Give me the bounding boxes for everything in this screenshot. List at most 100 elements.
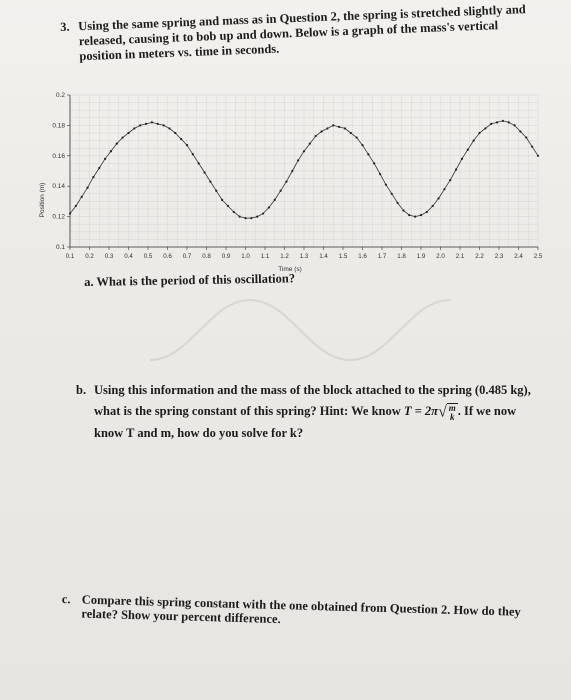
formula-numerator: m [448, 402, 456, 413]
y-tick-label: 0.12 [52, 214, 65, 221]
data-point [326, 127, 329, 130]
data-point [261, 212, 265, 215]
data-point [308, 142, 311, 145]
x-tick-label: 0.5 [144, 253, 153, 260]
part-c-text: Compare this spring constant with the on… [81, 592, 521, 627]
data-point [109, 150, 113, 153]
data-point [244, 217, 247, 220]
x-tick-label: 0.7 [183, 253, 192, 260]
x-tick-label: 0.3 [105, 253, 114, 260]
x-tick-label: 1.1 [261, 253, 270, 260]
data-point [437, 197, 440, 200]
data-point [314, 134, 317, 138]
part-a: a. What is the period of this oscillatio… [84, 271, 295, 290]
data-point [525, 136, 528, 139]
data-point [361, 144, 364, 147]
x-tick-label: 1.4 [319, 253, 328, 260]
part-b-text-before: Using this information and the mass of t… [94, 383, 531, 418]
data-point [343, 127, 347, 130]
data-point [203, 171, 206, 174]
x-tick-label: 1.7 [378, 253, 387, 260]
formula-denominator: k [450, 411, 455, 422]
data-point [507, 121, 510, 124]
chart-grid [69, 94, 539, 248]
x-tick-label: 2.3 [495, 253, 504, 260]
faint-bleedthrough-curve [150, 298, 451, 362]
data-point [431, 204, 434, 208]
data-point [531, 145, 534, 148]
data-point [226, 204, 230, 208]
period-formula: T = 2π√ m k [403, 402, 458, 422]
x-tick-label: 0.1 [66, 253, 75, 260]
data-point [185, 144, 189, 147]
x-tick-label: 2.2 [475, 253, 484, 260]
x-tick-label: 1.3 [300, 253, 309, 260]
data-point [133, 127, 136, 130]
data-point [104, 157, 107, 160]
data-point [256, 215, 259, 218]
data-point [80, 195, 83, 198]
data-point [92, 175, 95, 179]
x-axis-label: Time (s) [278, 266, 302, 273]
data-point [221, 198, 224, 201]
data-point [443, 188, 446, 191]
formula-lhs: T = 2π [403, 404, 438, 418]
data-point [232, 210, 235, 214]
data-point [449, 179, 452, 182]
part-b-text-after: . If we now know T and m, how do you sol… [94, 404, 517, 440]
data-point [466, 148, 469, 151]
x-tick-label: 2.4 [514, 253, 523, 260]
data-point [419, 213, 423, 217]
part-b: b. Using this information and the mass o… [76, 380, 546, 444]
y-axis-label: Position (m) [39, 183, 46, 218]
data-point [74, 204, 77, 208]
data-point [414, 215, 417, 218]
x-tick-label: 1.0 [241, 253, 250, 260]
data-point [180, 137, 183, 141]
data-point [291, 169, 294, 173]
data-point [408, 213, 411, 217]
x-tick-label: 2.1 [456, 253, 465, 260]
data-point [156, 122, 159, 125]
data-point [349, 131, 352, 135]
data-point [519, 130, 522, 133]
data-point [139, 124, 142, 127]
data-point [162, 124, 165, 127]
x-tick-label: 1.2 [280, 253, 289, 260]
data-point [267, 206, 270, 209]
part-a-label: a. [84, 274, 94, 289]
y-tick-labels: 0.1 0.12 0.14 0.16 0.18 0.2 [52, 92, 70, 251]
data-point [168, 127, 171, 130]
data-point [390, 192, 393, 195]
data-point [250, 217, 253, 220]
data-point [536, 154, 540, 157]
x-tick-label: 0.9 [222, 253, 231, 260]
data-point [367, 153, 370, 156]
y-tick-label: 0.14 [52, 183, 65, 190]
data-point [273, 198, 276, 201]
data-point [68, 212, 72, 215]
x-tick-label: 2.0 [436, 253, 445, 260]
data-point [279, 189, 282, 192]
y-tick-label: 0.16 [52, 153, 65, 160]
x-tick-label: 1.8 [397, 253, 406, 260]
data-point [495, 121, 499, 124]
x-tick-label: 0.8 [202, 253, 211, 260]
data-point [478, 131, 481, 135]
data-point [320, 130, 323, 133]
part-a-text: What is the period of this oscillation? [96, 271, 296, 289]
data-point [332, 124, 335, 127]
y-tick-label: 0.18 [52, 122, 65, 129]
data-point [378, 172, 382, 176]
data-point [338, 125, 341, 129]
data-point [472, 139, 475, 142]
data-point [86, 186, 89, 189]
data-point [373, 162, 376, 165]
data-point [297, 159, 300, 162]
series-points [68, 119, 540, 220]
data-point [174, 131, 177, 135]
y-tick-label: 0.1 [56, 244, 65, 251]
data-point [191, 153, 194, 156]
data-point [384, 183, 387, 186]
